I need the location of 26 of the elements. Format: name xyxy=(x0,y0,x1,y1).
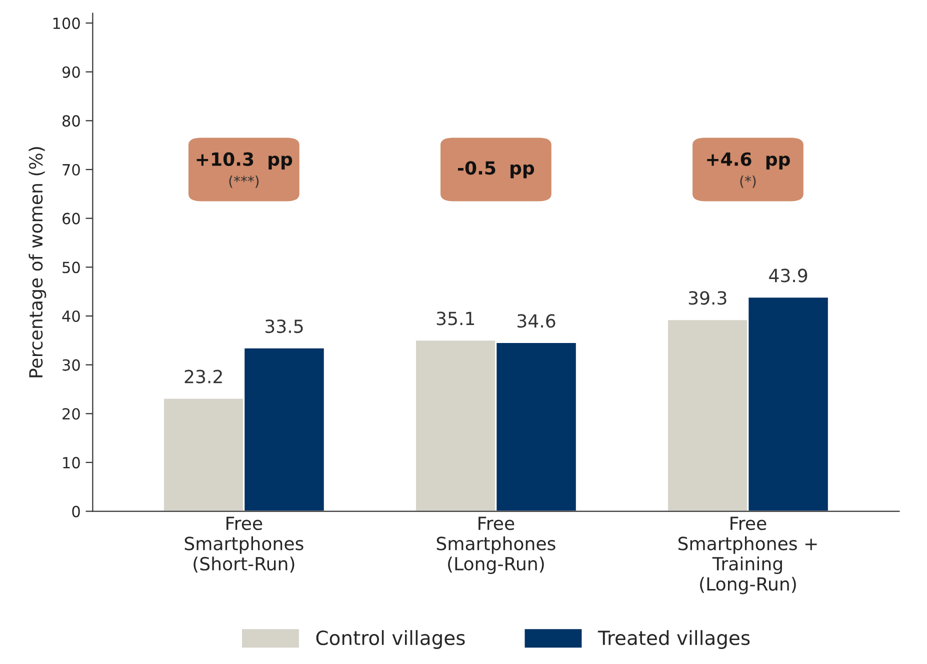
data-label: 33.5 xyxy=(266,319,303,334)
y-tick-label: 50 xyxy=(62,262,80,274)
data-label: 23.2 xyxy=(184,370,222,384)
data-label: 34.6 xyxy=(518,314,556,328)
data-label: 43.9 xyxy=(769,268,808,282)
y-tick-label: 20 xyxy=(62,408,80,420)
annotation: +4.6 pp (*) xyxy=(707,152,790,188)
y-tick-label: 80 xyxy=(62,115,80,127)
y-tick-label: 30 xyxy=(62,359,80,371)
y-tick-label: 0 xyxy=(72,506,80,518)
y-tick-label: 70 xyxy=(62,164,80,176)
legend-label: Control villages xyxy=(316,630,465,649)
x-tick-label: Free Smartphones (Short-Run) xyxy=(184,516,304,573)
y-tick-label: 10 xyxy=(63,456,80,468)
data-label: 35.1 xyxy=(436,312,474,326)
legend-label: Treated villages xyxy=(598,630,750,649)
y-tick-label: 60 xyxy=(62,212,80,224)
annotation: +10.3 pp (***) xyxy=(196,152,292,188)
data-label: 39.3 xyxy=(688,291,726,305)
y-tick-label: 40 xyxy=(62,310,80,322)
y-tick-label: 90 xyxy=(62,66,80,78)
x-tick-label: Free Smartphones + Training (Long-Run) xyxy=(678,516,817,594)
y-axis-title: Percentage of women (%) xyxy=(28,147,46,378)
y-tick-label: 100 xyxy=(53,18,80,30)
x-tick-label: Free Smartphones (Long-Run) xyxy=(436,516,556,574)
annotation: -0.5 pp xyxy=(458,161,534,178)
